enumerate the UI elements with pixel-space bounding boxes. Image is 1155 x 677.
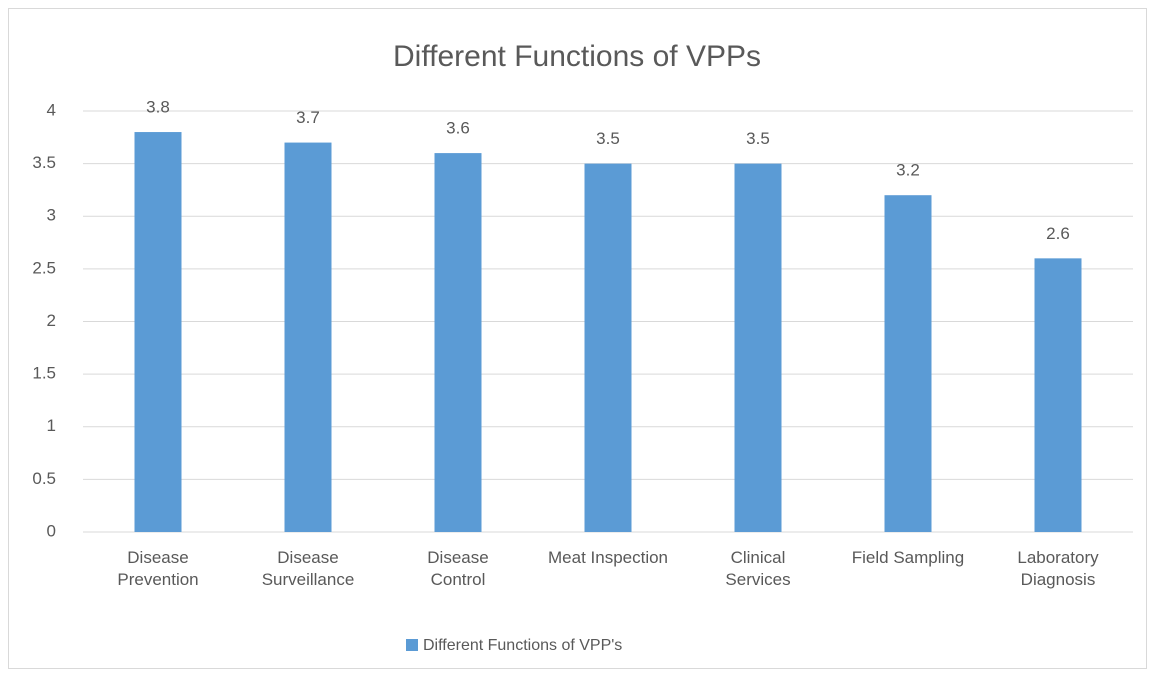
y-tick-label: 2.5	[32, 258, 56, 277]
legend-label: Different Functions of VPP's	[423, 637, 622, 654]
chart-border	[8, 8, 1147, 669]
y-tick-label: 0.5	[32, 469, 56, 488]
x-tick-label: Clinical Services	[725, 548, 791, 589]
data-label: 3.5	[596, 129, 620, 148]
bar	[434, 153, 482, 532]
data-label: 3.8	[146, 98, 170, 117]
y-tick-label: 1	[47, 416, 56, 435]
data-label: 3.2	[896, 161, 920, 180]
y-tick-label: 4	[47, 100, 56, 119]
data-label: 3.5	[746, 129, 770, 148]
data-label: 3.7	[296, 108, 320, 127]
x-tick-label: Disease Control	[427, 548, 489, 589]
y-tick-label: 2	[47, 311, 56, 330]
bar	[134, 132, 182, 533]
x-tick-label: Laboratory Diagnosis	[1017, 548, 1099, 589]
y-tick-label: 0	[47, 521, 56, 540]
bar	[584, 163, 632, 532]
y-tick-label: 3.5	[32, 153, 56, 172]
bar	[284, 142, 332, 532]
x-tick-label: Disease Prevention	[117, 548, 199, 589]
data-label: 2.6	[1046, 224, 1070, 243]
x-tick-label: Disease Surveillance	[261, 548, 355, 589]
bar	[734, 163, 782, 532]
y-tick-label: 1.5	[32, 364, 56, 383]
y-tick-label: 3	[47, 206, 56, 225]
legend-swatch	[406, 639, 418, 651]
x-tick-label: Field Sampling	[851, 548, 965, 567]
x-tick-label: Meat Inspection	[548, 548, 669, 567]
bar	[884, 195, 932, 532]
chart-title: Different Functions of VPPs	[393, 40, 761, 73]
data-label: 3.6	[446, 119, 470, 138]
bar	[1034, 258, 1082, 532]
